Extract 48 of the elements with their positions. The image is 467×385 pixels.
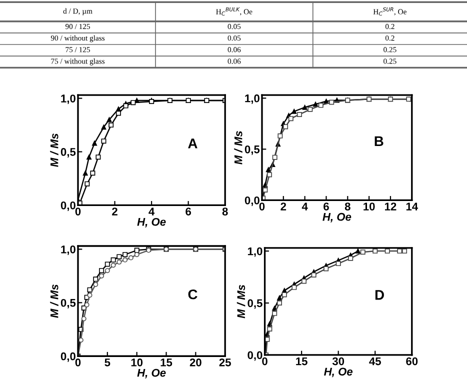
y-tick-label: 1,0	[248, 247, 262, 257]
y-tick-label: 0,5	[244, 145, 260, 155]
y-tick-label: 0,5	[248, 299, 262, 309]
annotation: A	[188, 138, 198, 148]
x-tick-label: 0	[75, 358, 81, 366]
x-tick-label: 0	[262, 357, 268, 366]
x-tick-label: 60	[406, 357, 418, 366]
x-tick-label: 6	[186, 208, 192, 216]
x-tick-label: 8	[344, 202, 350, 210]
x-tick-label: 30	[332, 357, 344, 366]
annotation: C	[188, 289, 198, 300]
x-tick-label: 12	[385, 202, 396, 210]
y-axis-title: M / Ms	[50, 134, 58, 167]
x-axis-title: H, Oe	[137, 368, 166, 378]
x-tick-label: 0	[259, 202, 265, 210]
y-axis-title: M / Ms	[234, 131, 242, 164]
y-tick-label: 1,0	[61, 94, 76, 104]
x-tick-label: 14	[406, 202, 418, 210]
x-tick-label: 8	[222, 208, 228, 216]
x-axis-title: H, Oe	[324, 368, 353, 378]
y-axis-title: M / Ms	[50, 284, 58, 318]
x-tick-label: 6	[324, 202, 329, 210]
y-tick-label: 1,0	[61, 245, 76, 255]
y-tick-label: 0,0	[248, 351, 262, 361]
x-tick-label: 10	[131, 358, 143, 366]
x-tick-label: 0	[75, 208, 81, 216]
x-tick-label: 2	[112, 208, 118, 216]
y-tick-label: 0,5	[60, 298, 76, 308]
x-tick-label: 45	[369, 357, 381, 366]
x-axis-title: H, Oe	[137, 218, 166, 228]
y-tick-label: 0,0	[244, 196, 260, 206]
annotation: D	[375, 290, 384, 300]
annotation: B	[374, 136, 384, 146]
x-tick-label: 4	[302, 202, 308, 210]
x-tick-label: 5	[104, 358, 110, 366]
y-tick-label: 1,0	[245, 94, 260, 104]
y-tick-label: 0,0	[60, 201, 76, 211]
x-axis-title: H, Oe	[322, 212, 352, 222]
x-tick-label: 4	[148, 208, 155, 216]
y-axis-title: M / Ms	[236, 284, 246, 318]
x-tick-label: 20	[190, 358, 202, 366]
x-tick-label: 2	[280, 202, 286, 210]
x-tick-label: 15	[296, 357, 308, 366]
x-tick-label: 25	[219, 358, 231, 366]
y-tick-label: 0,5	[60, 148, 76, 158]
x-tick-label: 10	[364, 202, 375, 210]
y-tick-label: 0,0	[60, 352, 76, 362]
x-tick-label: 15	[160, 358, 172, 366]
